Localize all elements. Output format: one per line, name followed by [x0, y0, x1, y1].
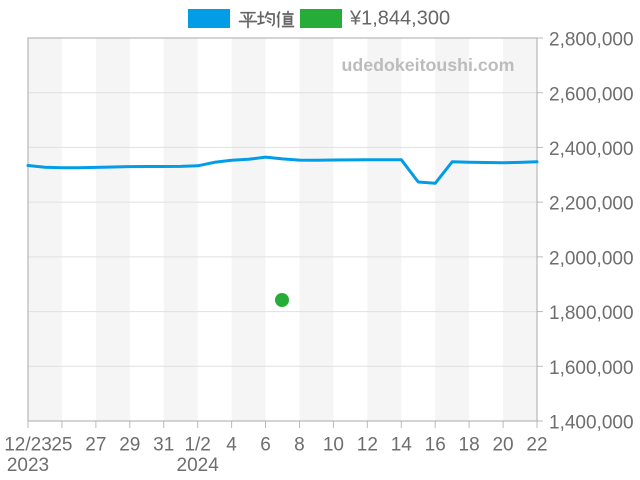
svg-text:4: 4 — [226, 435, 237, 456]
svg-text:29: 29 — [119, 435, 140, 456]
svg-text:2,200,000: 2,200,000 — [549, 194, 634, 215]
svg-text:8: 8 — [294, 435, 305, 456]
svg-text:2024: 2024 — [177, 455, 220, 476]
svg-text:14: 14 — [391, 435, 413, 456]
svg-text:18: 18 — [459, 435, 480, 456]
svg-text:6: 6 — [260, 435, 271, 456]
svg-text:10: 10 — [323, 435, 344, 456]
svg-text:2,400,000: 2,400,000 — [549, 139, 634, 160]
svg-text:2023: 2023 — [7, 455, 49, 476]
svg-text:2,600,000: 2,600,000 — [549, 84, 634, 105]
svg-text:22: 22 — [526, 435, 547, 456]
svg-text:20: 20 — [492, 435, 513, 456]
svg-text:12: 12 — [357, 435, 378, 456]
svg-text:31: 31 — [153, 435, 174, 456]
svg-text:16: 16 — [425, 435, 446, 456]
svg-text:1,800,000: 1,800,000 — [549, 303, 634, 324]
svg-text:25: 25 — [51, 435, 72, 456]
svg-text:1,600,000: 1,600,000 — [549, 358, 634, 379]
svg-text:¥1,844,300: ¥1,844,300 — [349, 7, 450, 29]
svg-text:udedokeitoushi.com: udedokeitoushi.com — [342, 55, 515, 75]
svg-text:27: 27 — [85, 435, 106, 456]
svg-text:12/23: 12/23 — [4, 435, 52, 456]
svg-text:2,000,000: 2,000,000 — [549, 248, 634, 269]
svg-text:1/2: 1/2 — [184, 435, 210, 456]
svg-text:1,400,000: 1,400,000 — [549, 413, 634, 434]
svg-text:2,800,000: 2,800,000 — [549, 30, 634, 51]
